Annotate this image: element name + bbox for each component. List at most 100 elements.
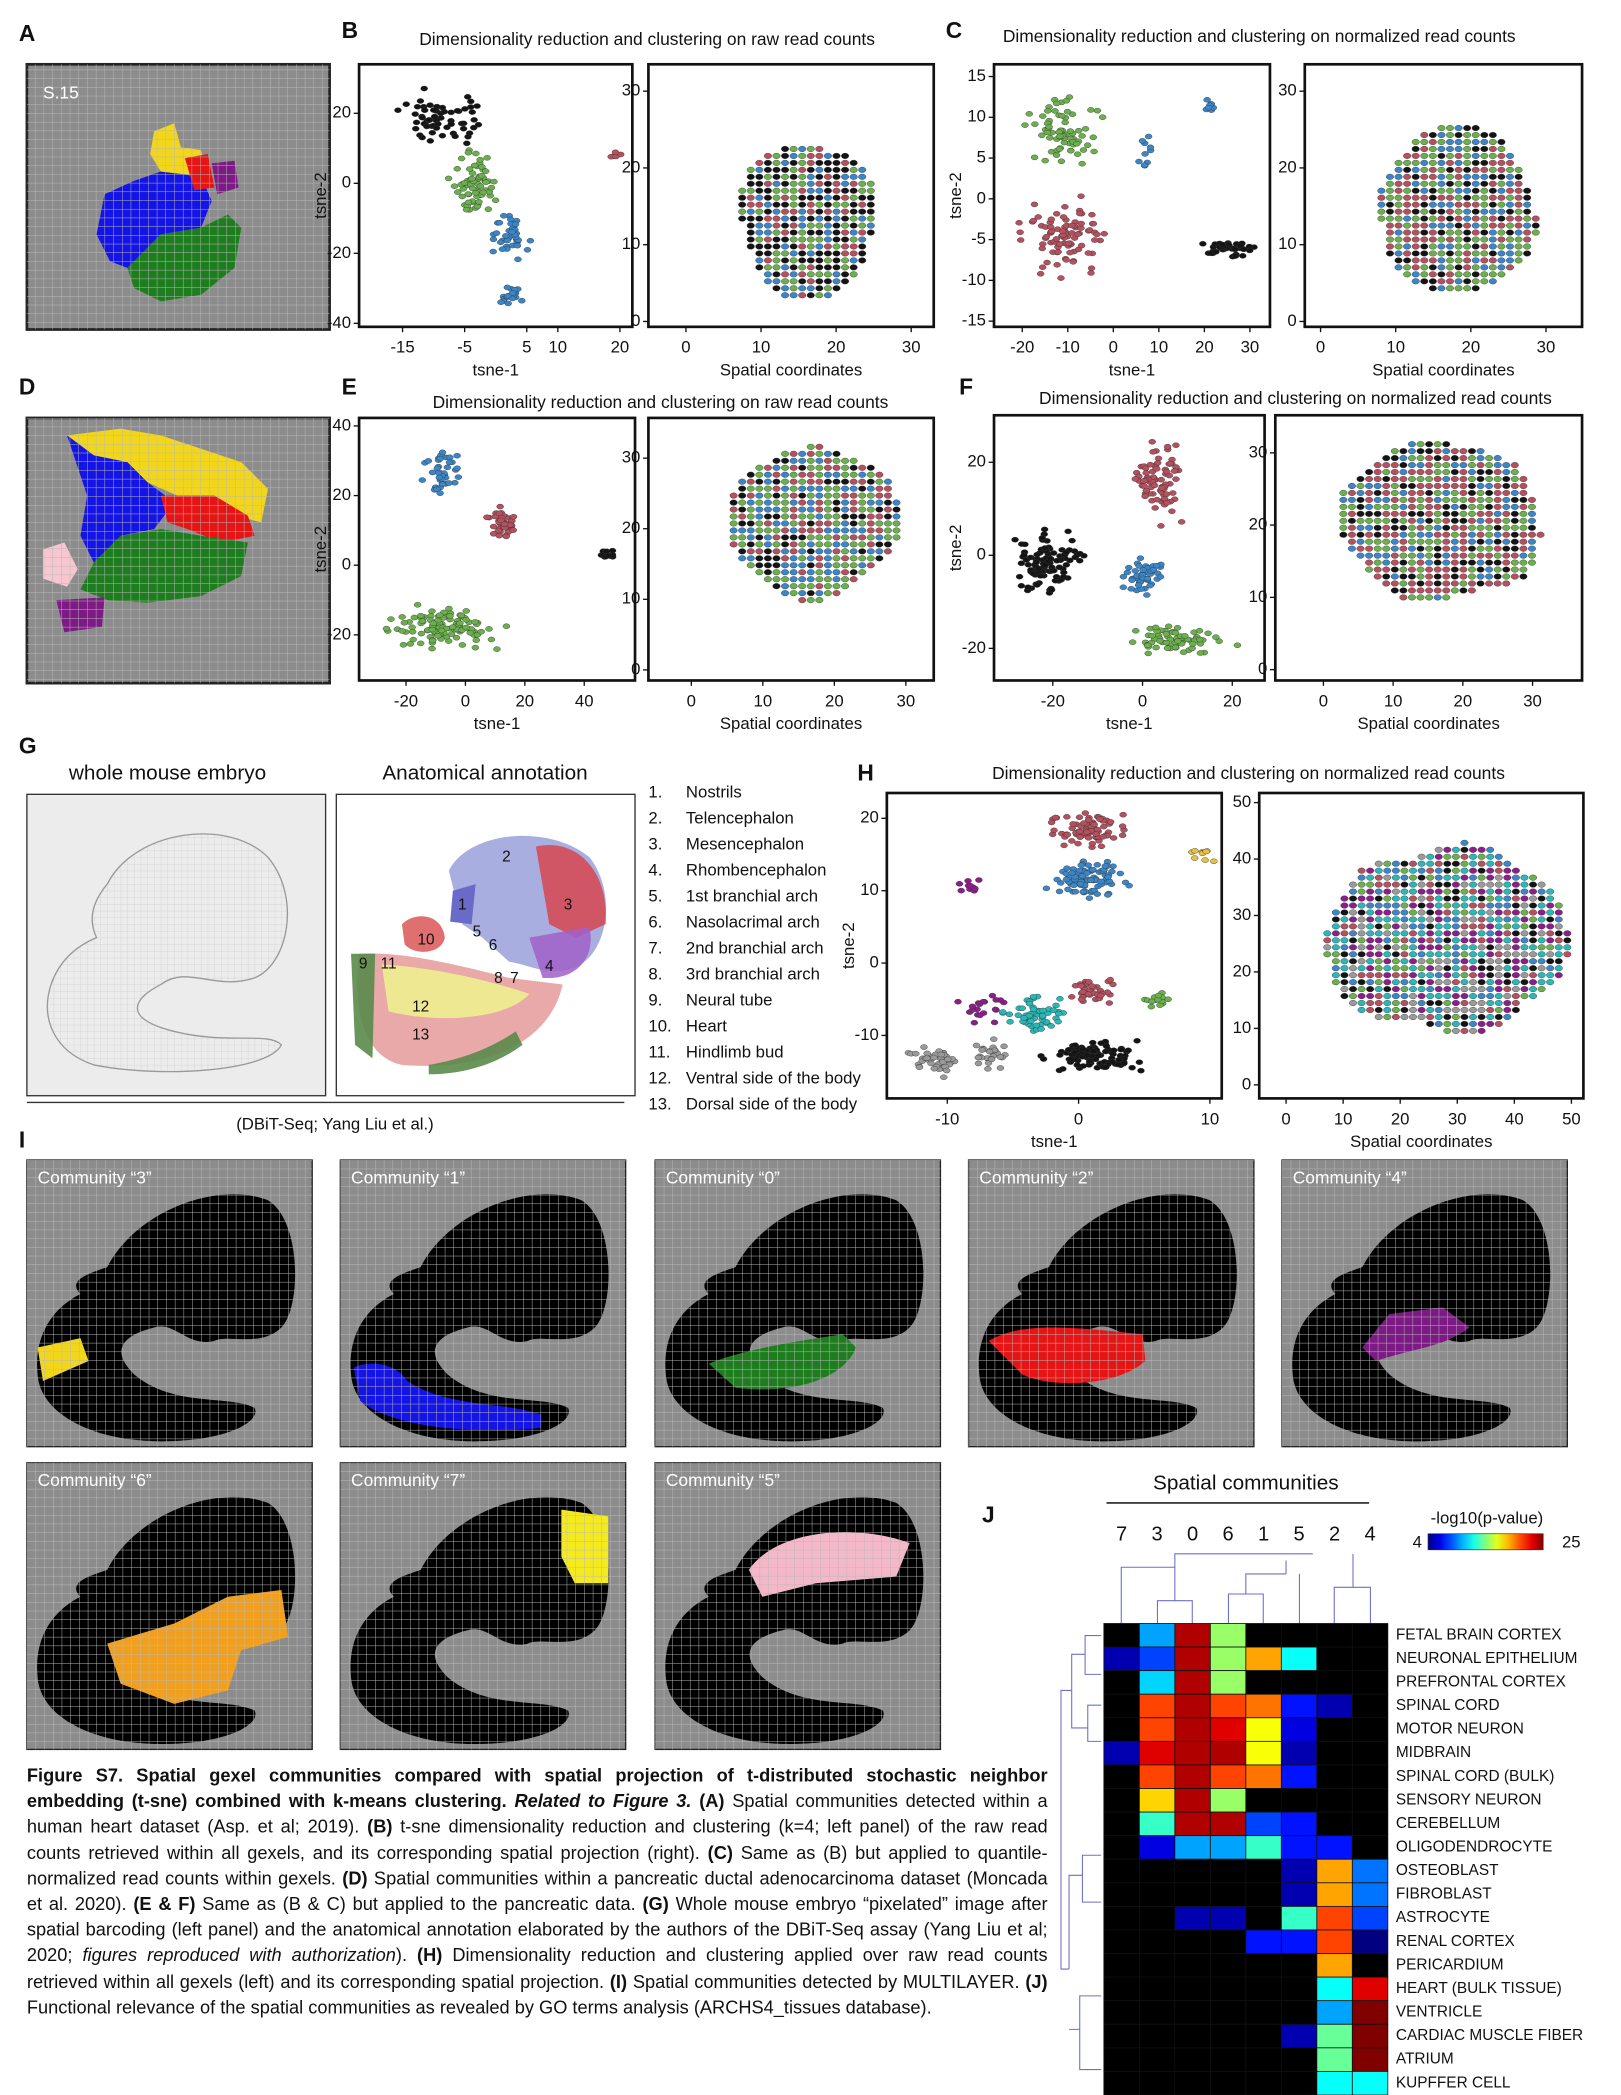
empty-cell	[1139, 1930, 1174, 1954]
map-label: 4	[545, 958, 554, 975]
cloud-dot	[1075, 841, 1082, 846]
spatial-dot	[1546, 917, 1554, 923]
y-tick-label: -10	[962, 270, 986, 289]
cloud-dot	[1058, 159, 1065, 164]
cloud-dot	[1124, 570, 1131, 575]
spatial-dot	[1382, 469, 1390, 475]
spatial-dot	[1506, 181, 1514, 187]
row-label: MOTOR NEURON	[1396, 1721, 1524, 1738]
spatial-dot	[798, 465, 806, 471]
spatial-dot	[1409, 889, 1417, 895]
spatial-dot	[1506, 167, 1514, 173]
cloud-dot	[1167, 461, 1174, 466]
spatial-dot	[1358, 958, 1366, 964]
spatial-dot	[1546, 944, 1554, 950]
community-label: Community “1”	[351, 1167, 465, 1187]
spatial-dot	[1546, 903, 1554, 909]
heatmap-cell	[1352, 1906, 1387, 1930]
column-label: 3	[1152, 1523, 1163, 1545]
spatial-dot	[807, 528, 815, 534]
spatial-dot	[807, 576, 815, 582]
spatial-dot	[1426, 861, 1434, 867]
spatial-dot	[816, 292, 824, 298]
spatial-dot	[1384, 944, 1392, 950]
spatial-dot	[1426, 1007, 1434, 1013]
spatial-dot	[1472, 146, 1480, 152]
x-tick-label: 10	[1384, 691, 1403, 710]
spatial-dot	[1537, 532, 1545, 538]
spatial-dot	[1452, 938, 1460, 944]
spatial-dot	[850, 486, 858, 492]
cloud-dot	[1063, 877, 1070, 882]
spatial-dot	[1444, 1000, 1452, 1006]
x-tick-label: 30	[1523, 691, 1542, 710]
spatial-dot	[1426, 931, 1434, 937]
cloud-dot	[1080, 889, 1087, 894]
spatial-dot	[1421, 167, 1429, 173]
spatial-dot	[1421, 272, 1429, 278]
empty-cell	[1139, 1906, 1174, 1930]
empty-cell	[1246, 2048, 1281, 2072]
spatial-dot	[1498, 167, 1506, 173]
spatial-dot	[798, 181, 806, 187]
heatmap-cell	[1352, 1883, 1387, 1907]
heatmap-cell	[1352, 1930, 1387, 1954]
spatial-dot	[1463, 258, 1471, 264]
spatial-dot	[1511, 539, 1519, 545]
spatial-dot	[1374, 476, 1382, 482]
spatial-dot	[1425, 483, 1433, 489]
spatial-dot	[824, 195, 832, 201]
spatial-dot	[1504, 958, 1512, 964]
spatial-dot	[1461, 1007, 1469, 1013]
spatial-dot	[1421, 223, 1429, 229]
spatial-dot	[1386, 237, 1394, 243]
spatial-dot	[1435, 965, 1443, 971]
spatial-dot	[1384, 951, 1392, 957]
cloud-dot	[1063, 814, 1070, 819]
spatial-dot	[824, 223, 832, 229]
spatial-dot	[1502, 518, 1510, 524]
spatial-dot	[1452, 1007, 1460, 1013]
spatial-dot	[764, 202, 772, 208]
cloud-dot	[1060, 574, 1067, 579]
spatial-dot	[1434, 469, 1442, 475]
spatial-dot	[798, 542, 806, 548]
spatial-dot	[1502, 504, 1510, 510]
spatial-dot	[1520, 567, 1528, 573]
spatial-dot	[1511, 490, 1519, 496]
cloud-dot	[1101, 231, 1108, 236]
spatial-dot	[1477, 511, 1485, 517]
legend-label: Hindlimb bud	[686, 1042, 784, 1061]
spatial-dot	[824, 493, 832, 499]
x-tick-label: 30	[1241, 338, 1260, 357]
heatmap-cell	[1281, 1741, 1316, 1765]
spatial-dot	[1494, 511, 1502, 517]
x-tick-label: 20	[1223, 691, 1242, 710]
spatial-dot	[764, 174, 772, 180]
spatial-dot	[1504, 1007, 1512, 1013]
spatial-dot	[1498, 223, 1506, 229]
spatial-dot	[764, 549, 772, 555]
panel-subtitle: whole mouse embryo	[68, 762, 266, 785]
spatial-dot	[764, 500, 772, 506]
spatial-dot	[1555, 924, 1563, 930]
spatial-dot	[1504, 924, 1512, 930]
spatial-dot	[1348, 483, 1356, 489]
spatial-dot	[1442, 441, 1450, 447]
cloud-dot	[938, 1052, 945, 1057]
spatial-dot	[1401, 903, 1409, 909]
cloud-dot	[414, 104, 421, 109]
spatial-dot	[1461, 910, 1469, 916]
spatial-dot	[1521, 951, 1529, 957]
empty-cell	[1352, 1836, 1387, 1860]
spatial-dot	[816, 216, 824, 222]
spatial-dot	[1418, 924, 1426, 930]
spatial-dot	[1434, 441, 1442, 447]
spatial-dot	[1438, 160, 1446, 166]
spatial-dot	[1395, 258, 1403, 264]
cloud-dot	[1056, 889, 1063, 894]
section-label: S.15	[43, 82, 79, 102]
spatial-dot	[1512, 938, 1520, 944]
cloud-dot	[490, 237, 497, 242]
spatial-dot	[1506, 237, 1514, 243]
